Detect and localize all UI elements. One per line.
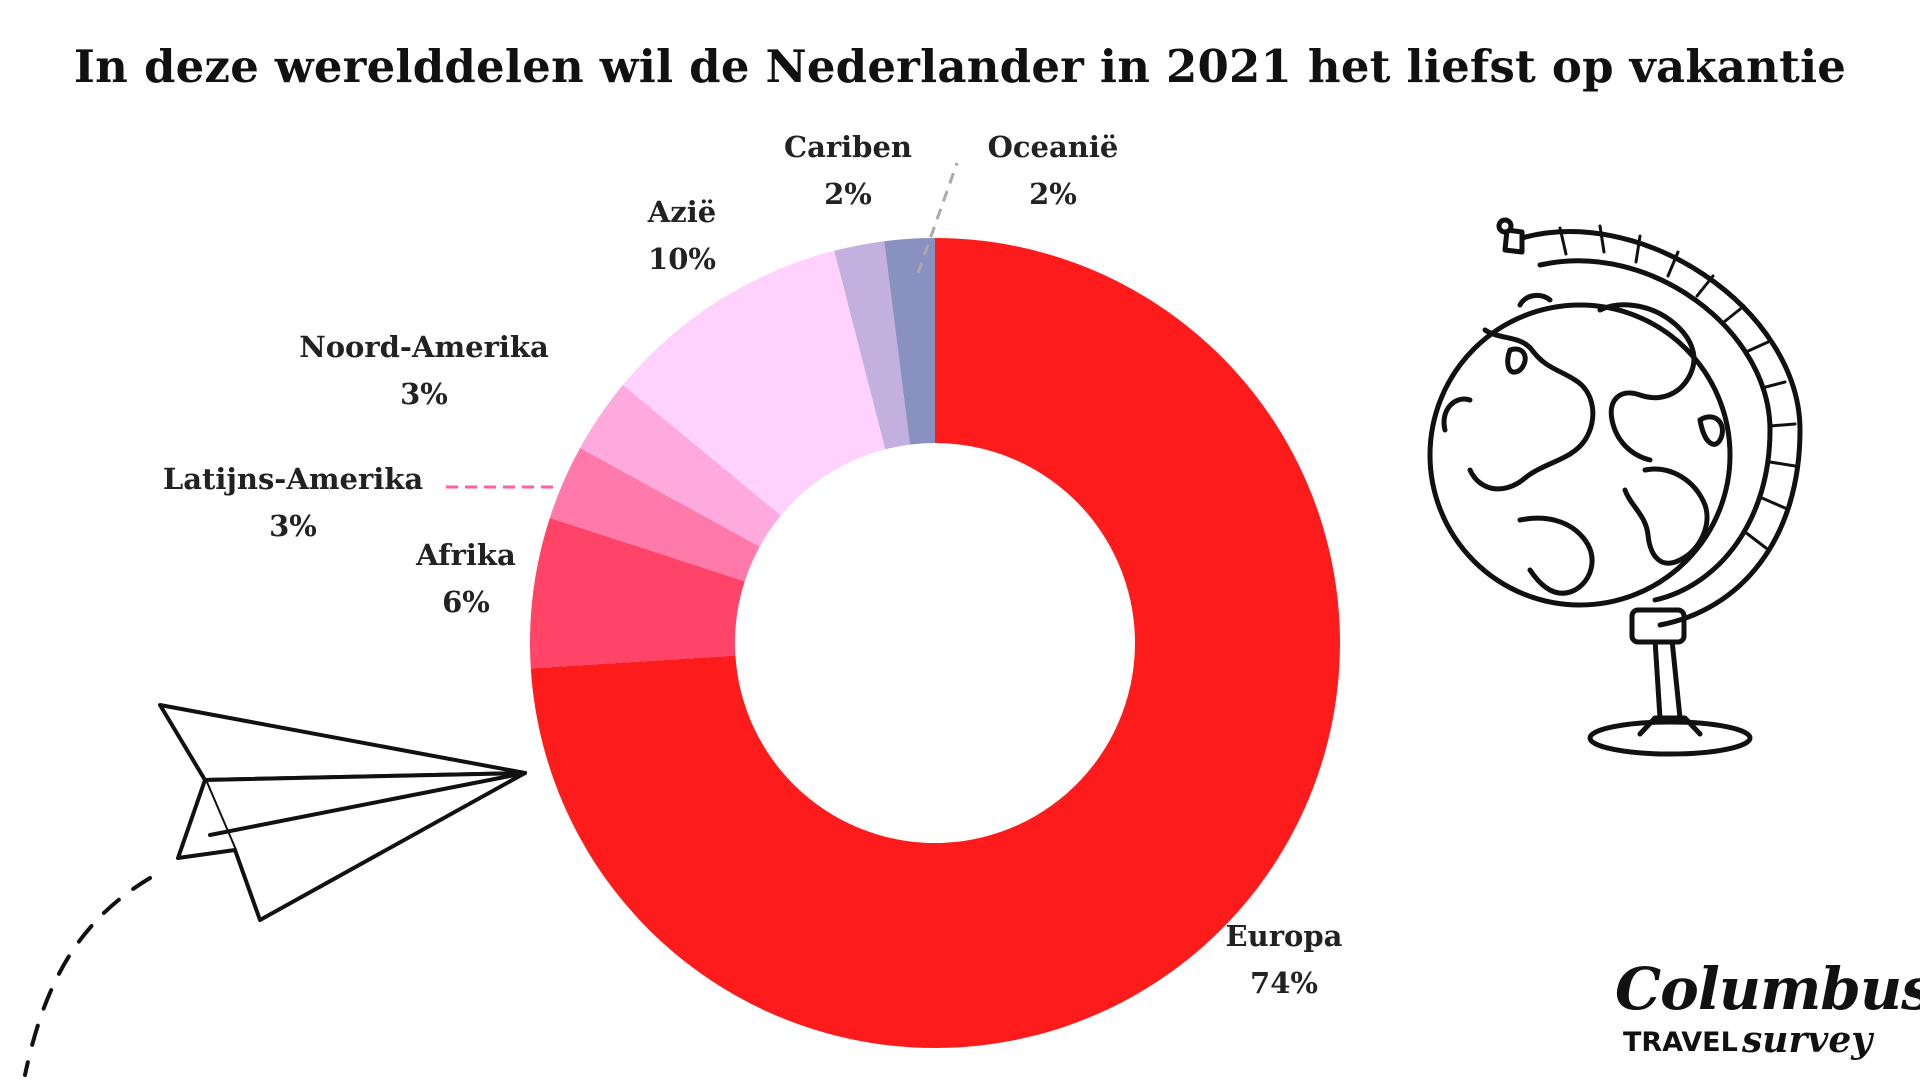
label-azie: Azië (647, 195, 716, 229)
label-cariben: Cariben (784, 130, 912, 164)
label-oceanie: Oceanië (988, 130, 1119, 164)
slice-europa (530, 238, 1340, 1048)
slice-oceani- (884, 238, 935, 445)
value-azie: 10% (648, 242, 716, 276)
logo-wordmark: Columbus (1615, 955, 1920, 1023)
slice-cariben (834, 241, 910, 450)
leader-line-oceanie (916, 162, 959, 274)
flight-path-dashes (23, 876, 152, 1077)
globe-illustration (1427, 217, 1803, 757)
logo-survey-text: survey (1742, 1019, 1873, 1061)
slices-group (530, 238, 1340, 1048)
value-oceanie: 2% (1029, 177, 1077, 211)
value-europa: 74% (1250, 966, 1318, 1000)
value-noord-amerika: 3% (400, 377, 448, 411)
label-europa: Europa (1226, 919, 1343, 953)
value-afrika: 6% (442, 585, 490, 619)
slice-afrika (530, 517, 745, 669)
value-latijns-amerika: 3% (269, 509, 317, 543)
chart-title: In deze werelddelen wil de Nederlander i… (73, 40, 1847, 93)
value-cariben: 2% (824, 177, 872, 211)
logo-travel-text: TRAVEL (1623, 1027, 1738, 1058)
slice-azi- (622, 250, 886, 516)
slice-noord-amerika (580, 384, 781, 547)
label-afrika: Afrika (415, 538, 516, 572)
columbus-travel-survey-logo: Columbus TRAVEL survey (1615, 955, 1920, 1070)
slice-latijns-amerika (549, 447, 760, 582)
label-latijns-amerika: Latijns-Amerika (163, 462, 424, 496)
label-noord-amerika: Noord-Amerika (299, 330, 549, 364)
paper-airplane-illustration (158, 703, 527, 922)
